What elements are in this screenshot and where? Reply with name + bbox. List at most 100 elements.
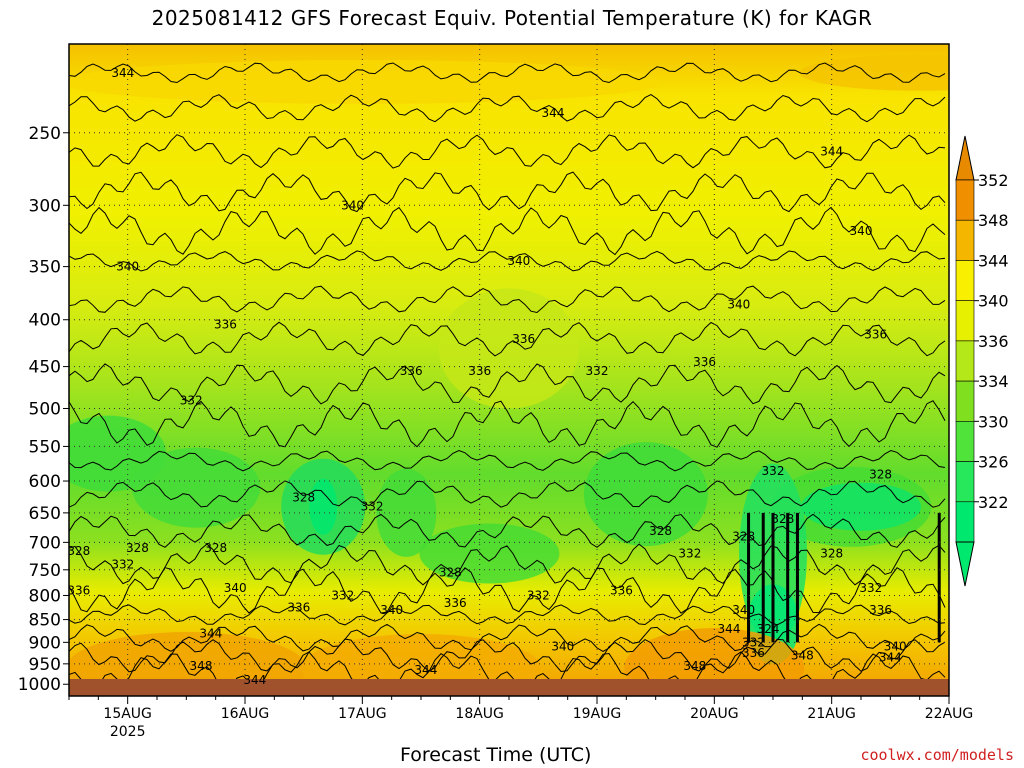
- contour-label: 348: [791, 648, 814, 662]
- contour-label: 344: [542, 106, 565, 120]
- colorbar-swatch: [955, 501, 975, 543]
- colorbar-label: 352: [978, 171, 1009, 190]
- y-tick-label: 350: [29, 258, 61, 278]
- colorbar-label: 336: [978, 332, 1009, 351]
- contour-label: 348: [683, 659, 706, 673]
- contour-label: 336: [742, 646, 765, 660]
- y-tick-label: 1000: [18, 675, 61, 695]
- contour-label: 328: [439, 565, 462, 579]
- contour-label: 336: [400, 364, 423, 378]
- contour-line: [69, 171, 946, 213]
- x-tick-label: 17AUG: [338, 706, 387, 722]
- x-tick-label: 16AUG: [221, 706, 270, 722]
- contour-label: 336: [512, 332, 535, 346]
- contour-line: [69, 400, 946, 448]
- colorbar-label: 334: [978, 372, 1009, 391]
- contour-label: 336: [67, 583, 90, 597]
- x-tick-label: 15AUG: [103, 706, 152, 722]
- y-tick-label: 650: [29, 504, 61, 524]
- y-tick-label: 850: [29, 611, 61, 631]
- contour-label: 328: [204, 541, 227, 555]
- shade-region: [799, 54, 949, 91]
- contour-label: 340: [224, 581, 247, 595]
- y-tick-label: 750: [29, 561, 61, 581]
- colorbar-label: 348: [978, 211, 1009, 230]
- contour-line: [69, 638, 946, 673]
- contour-label: 328: [820, 547, 843, 561]
- contour-label: 344: [820, 144, 843, 158]
- contour-label: 340: [551, 640, 574, 654]
- x-tick-label: 18AUG: [455, 706, 504, 722]
- contour-label: 328: [732, 530, 755, 544]
- contour-line: [69, 206, 946, 256]
- contour-label: 328: [771, 512, 794, 526]
- contour-line: [69, 543, 946, 586]
- contour-label: 348: [190, 659, 213, 673]
- contour-label: 328: [126, 541, 149, 555]
- y-tick-label: 450: [29, 358, 61, 378]
- shade-region: [439, 288, 579, 409]
- y-tick-label: 700: [29, 533, 61, 553]
- colorbar-swatch: [955, 219, 975, 261]
- colorbar-label: 330: [978, 412, 1009, 431]
- contour-label: 340: [884, 640, 907, 654]
- contour-label: 332: [361, 500, 384, 514]
- contour-label: 340: [727, 298, 750, 312]
- contour-line: [69, 449, 946, 472]
- y-tick-label: 550: [29, 437, 61, 457]
- contour-label: 332: [859, 581, 882, 595]
- contour-label: 340: [850, 224, 873, 238]
- colorbar-label: 344: [978, 251, 1009, 270]
- shade-region: [69, 59, 663, 104]
- contour-label: 332: [586, 364, 609, 378]
- contour-label: 328: [292, 490, 315, 504]
- contour-label: 328: [649, 524, 672, 538]
- contour-label: 332: [331, 588, 354, 602]
- contour-label: 340: [507, 254, 530, 268]
- contour-line: [69, 62, 946, 84]
- x-axis-title: Forecast Time (UTC): [400, 744, 592, 766]
- shade-region: [583, 442, 708, 547]
- contour-label: 336: [610, 583, 633, 597]
- x-tick-label: 19AUG: [573, 706, 622, 722]
- contour-label: 340: [341, 198, 364, 212]
- contour-label: 332: [762, 464, 785, 478]
- y-tick-label: 600: [29, 472, 61, 492]
- contour-label: 332: [111, 557, 134, 571]
- contour-label: 344: [879, 651, 902, 665]
- contour-label: 344: [243, 673, 266, 687]
- contour-label: 340: [732, 603, 755, 617]
- contour-label: 340: [380, 603, 403, 617]
- colorbar-extend-top: [955, 135, 975, 181]
- contour-label: 336: [468, 364, 491, 378]
- contour-line: [69, 480, 946, 508]
- contour-label: 328: [67, 544, 90, 558]
- y-tick-label: 500: [29, 400, 61, 420]
- y-tick-label: 800: [29, 586, 61, 606]
- contour-line: [69, 623, 946, 652]
- contour-label: 332: [180, 393, 203, 407]
- x-tick-sublabel: 2025: [110, 724, 146, 740]
- colorbar-label: 322: [978, 493, 1009, 512]
- contour-label: 336: [287, 601, 310, 615]
- y-tick-label: 300: [29, 196, 61, 216]
- x-tick-label: 21AUG: [807, 706, 856, 722]
- colorbar-swatch: [955, 340, 975, 382]
- contour-line: [69, 513, 946, 548]
- credit-link[interactable]: coolwx.com/models: [860, 746, 1014, 764]
- contour-label: 344: [718, 622, 741, 636]
- contour-line: [69, 321, 946, 357]
- contour-label: 332: [742, 635, 765, 649]
- contour-label: 344: [111, 66, 134, 80]
- x-axis: 15AUG 2025 16AUG 17AUG 18AUG 19AUG 20AUG 21AUG 2…: [68, 696, 973, 740]
- contour-label: 332: [678, 547, 701, 561]
- x-tick-label: 20AUG: [690, 706, 739, 722]
- y-tick-label: 900: [29, 633, 61, 653]
- colorbar-label: 326: [978, 453, 1009, 472]
- contour-label: 328: [869, 467, 892, 481]
- contour-label: 324: [757, 622, 780, 636]
- y-tick-label: 400: [29, 311, 61, 331]
